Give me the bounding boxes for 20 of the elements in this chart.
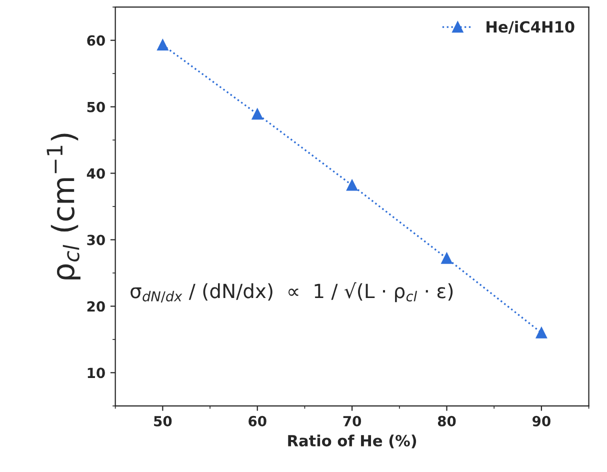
point <box>441 252 452 264</box>
y-tick-label: 40 <box>86 168 105 179</box>
point <box>346 180 358 191</box>
y-tick-label: 60 <box>87 35 105 46</box>
point <box>252 108 263 120</box>
legend-label: He/iC4H10 <box>486 20 574 34</box>
x-tick-label: 60 <box>248 416 266 426</box>
y-axis-title: ρ$_{cl}$ (cm$^{−1}$) <box>46 134 80 280</box>
x-tick-label: 90 <box>532 416 550 426</box>
y-tick-label: 50 <box>87 102 105 112</box>
y-tick-label: 10 <box>88 368 105 378</box>
y-tick-label: 20 <box>87 301 105 312</box>
point <box>157 39 168 51</box>
annotation: σ$_{dN/dx}$ / (dN/dx) ∝ 1 / √(L · ρ$_{cl}$ · ε) <box>130 282 453 303</box>
x-tick-label: 70 <box>343 416 362 426</box>
x-axis-title: Ratio of He (%) <box>288 434 416 448</box>
x-tick-label: 80 <box>438 416 456 426</box>
x-tick-label: 50 <box>154 416 172 426</box>
point <box>536 327 547 338</box>
y-tick-label: 30 <box>87 234 105 246</box>
